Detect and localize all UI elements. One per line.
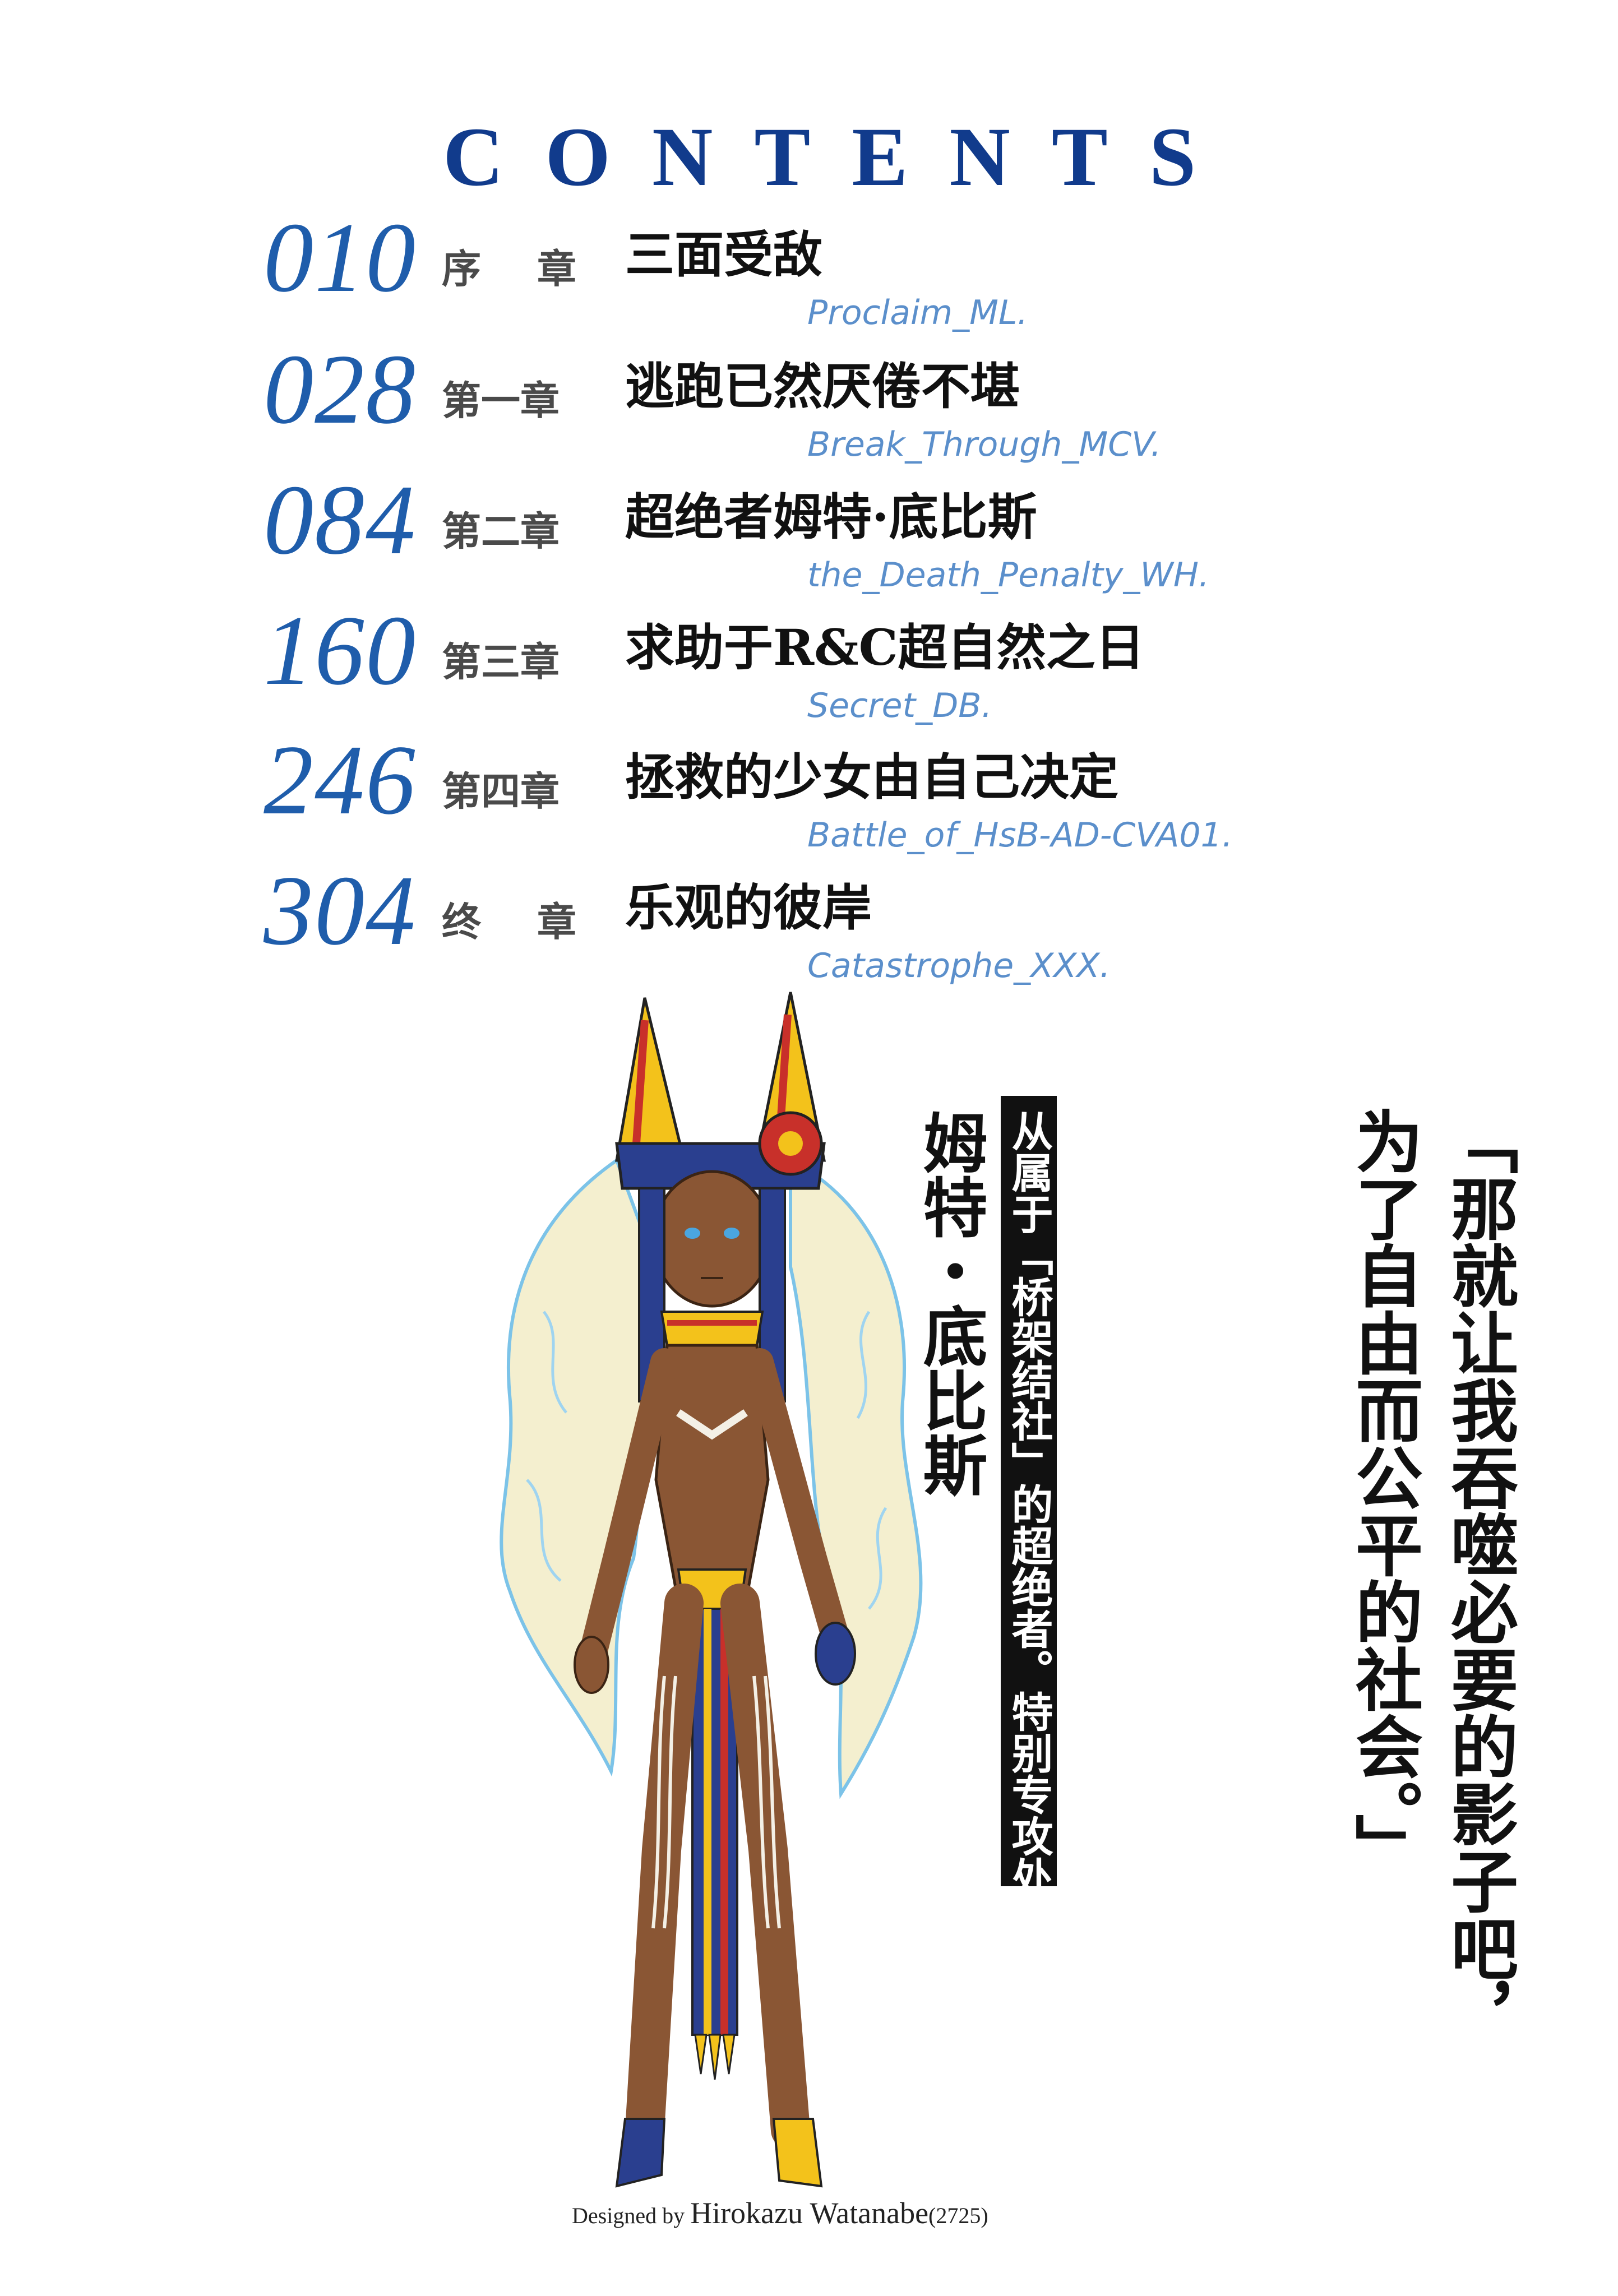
- toc-entry-chapter-4[interactable]: 246 第四章 拯救的少女由自己决定 Battle_of_HsB-AD-CVA0…: [0, 730, 1618, 859]
- toc-entry-prologue[interactable]: 010 序章 三面受敌 Proclaim_ML.: [0, 207, 1618, 336]
- designer-credit: Designed by Hirokazu Watanabe(2725): [572, 2196, 988, 2230]
- chapter-subtitle: Break_Through_MCV.: [807, 425, 1162, 464]
- toc-entry-chapter-1[interactable]: 028 第一章 逃跑已然厌倦不堪 Break_Through_MCV.: [0, 339, 1618, 468]
- chapter-subtitle: the_Death_Penalty_WH.: [807, 556, 1210, 595]
- chapter-label: 第四章: [442, 768, 560, 814]
- contents-title: CONTENTS: [443, 110, 1238, 203]
- credit-suffix: (2725): [928, 2203, 988, 2228]
- chapter-label: 第三章: [442, 638, 560, 685]
- chapter-subtitle: Battle_of_HsB-AD-CVA01.: [807, 816, 1233, 855]
- chapter-title: 逃跑已然厌倦不堪: [625, 357, 1020, 415]
- chapter-label: 第二章: [442, 508, 560, 554]
- chapter-label: 终章: [442, 899, 632, 945]
- page-number: 160: [263, 595, 417, 706]
- chapter-label: 第一章: [442, 377, 560, 424]
- credit-name: Hirokazu Watanabe: [690, 2196, 929, 2230]
- quote-line-1: 「那就让我吞噬必要的影子吧，: [1439, 1107, 1518, 2049]
- toc-entry-chapter-2[interactable]: 084 第二章 超绝者姆特·底比斯 the_Death_Penalty_WH.: [0, 470, 1618, 599]
- chapter-subtitle: Catastrophe_XXX.: [807, 946, 1111, 985]
- chapter-subtitle: Secret_DB.: [807, 686, 992, 725]
- chapter-title: 三面受敌: [625, 225, 823, 284]
- page-number: 010: [263, 202, 417, 313]
- page-number: 304: [263, 855, 417, 966]
- character-illustration-icon: [500, 992, 923, 2188]
- character-affiliation-banner: 从属于「桥架结社」的超绝者。特别专攻处刑: [1001, 1096, 1057, 1939]
- page-number: 246: [263, 724, 417, 835]
- chapter-title: 拯救的少女由自己决定: [625, 748, 1119, 806]
- toc-entry-epilogue[interactable]: 304 终章 乐观的彼岸 Catastrophe_XXX.: [0, 860, 1618, 989]
- chapter-title: 超绝者姆特·底比斯: [625, 488, 1037, 546]
- page-number: 084: [263, 464, 417, 575]
- page-number: 028: [263, 334, 417, 445]
- character-name: 姆特・底比斯: [912, 1110, 988, 1497]
- chapter-title: 求助于R&C超自然之日: [625, 618, 1145, 677]
- credit-prefix: Designed by: [572, 2203, 685, 2228]
- toc-entry-chapter-3[interactable]: 160 第三章 求助于R&C超自然之日 Secret_DB.: [0, 600, 1618, 729]
- quote-line-2: 为了自由而公平的社会。」: [1344, 1107, 1423, 1881]
- chapter-subtitle: Proclaim_ML.: [807, 293, 1028, 332]
- chapter-label: 序章: [442, 246, 632, 292]
- chapter-title: 乐观的彼岸: [625, 878, 872, 937]
- table-of-contents: 010 序章 三面受敌 Proclaim_ML. 028 第一章 逃跑已然厌倦不…: [0, 0, 1618, 1009]
